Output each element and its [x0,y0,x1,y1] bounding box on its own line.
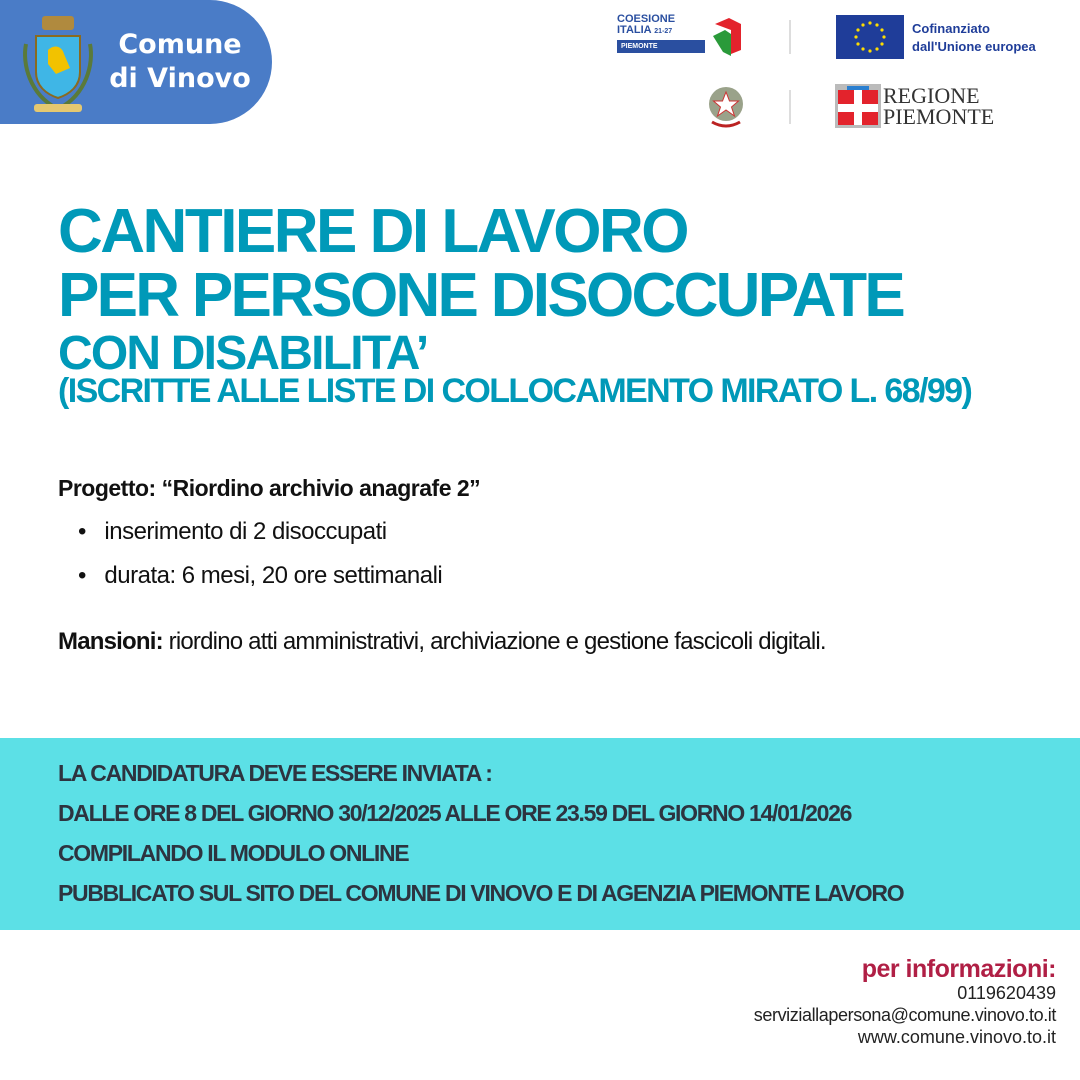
comune-line2: di Vinovo [109,63,251,94]
regione-text-1: REGIONE [883,83,980,108]
contact-website[interactable]: www.comune.vinovo.to.it [857,1027,1056,1047]
band-line: DALLE ORE 8 DEL GIORNO 30/12/2025 ALLE O… [58,800,852,826]
comune-badge: Comune di Vinovo [0,0,272,124]
coesione-italia-logo: COESIONE ITALIA 21-27 PIEMONTE [617,14,743,60]
coesione-arrows-icon [713,18,741,56]
bullet-text: durata: 6 mesi, 20 ore settimanali [104,562,443,589]
bullet-item: • inserimento di 2 disoccupati [78,518,387,545]
italian-emblem-icon [709,87,743,128]
piemonte-shield-icon [835,84,881,128]
band-line: COMPILANDO IL MODULO ONLINE [58,840,410,866]
title-line1: CANTIERE DI LAVORO [58,197,689,266]
mansioni-text: riordino atti amministrativi, archiviazi… [162,628,827,655]
mansioni-label: Mansioni: [58,628,164,655]
title-line4: (ISCRITTE ALLE LISTE DI COLLOCAMENTO MIR… [58,372,973,410]
regione-piemonte-logo: REGIONE PIEMONTE [835,84,995,128]
project-label: Progetto: “Riordino archivio anagrafe 2” [58,475,481,501]
title-line3: CON DISABILITA’ [58,327,429,380]
mansioni: Mansioni: riordino atti amministrativi, … [58,628,827,656]
comune-line1: Comune [118,29,242,60]
band-line: PUBBLICATO SUL SITO DEL COMUNE DI VINOVO… [58,880,905,906]
coesione-years: 21-27 [654,28,673,35]
band-line: LA CANDIDATURA DEVE ESSERE INVIATA : [58,760,493,786]
title-line2: PER PERSONE DISOCCUPATE [58,261,906,330]
regione-text-2: PIEMONTE [883,104,995,129]
coesione-text: COESIONE [617,13,676,25]
info-heading: per informazioni: [861,955,1057,983]
coesione-region: PIEMONTE [617,40,705,53]
coat-of-arms-icon [23,16,93,112]
contact-email[interactable]: serviziallapersona@comune.vinovo.to.it [753,1005,1057,1025]
coesione-text-2: ITALIA [617,24,652,36]
contact-phone[interactable]: 0119620439 [957,983,1056,1003]
eu-text-1: Cofinanziato [912,21,990,36]
logo-separator-2 [789,90,791,124]
eu-flag-icon [836,15,904,59]
logo-separator [789,20,791,54]
bullet-text: inserimento di 2 disoccupati [104,518,387,545]
application-band: LA CANDIDATURA DEVE ESSERE INVIATA : DAL… [0,738,1080,930]
comune-name: Comune di Vinovo [100,28,260,96]
eu-cofinanced-logo: Cofinanziato dall'Unione europea [836,15,1060,59]
eu-text-2: dall'Unione europea [912,39,1036,54]
bullet-item: • durata: 6 mesi, 20 ore settimanali [78,562,443,589]
